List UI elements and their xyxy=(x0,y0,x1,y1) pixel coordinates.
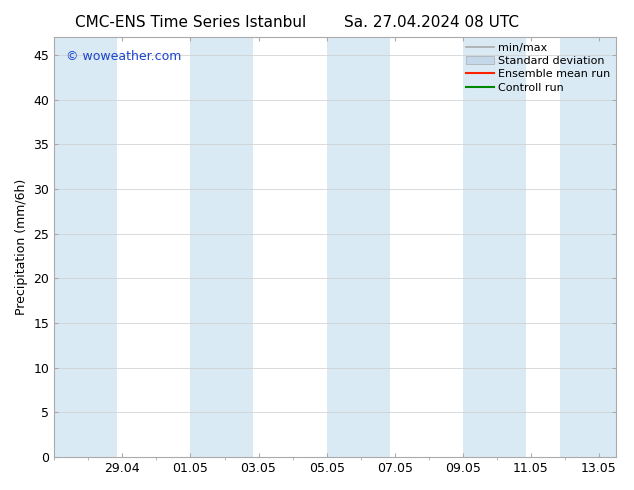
Bar xyxy=(190,37,254,457)
Bar xyxy=(327,37,390,457)
Y-axis label: Precipitation (mm/6h): Precipitation (mm/6h) xyxy=(15,179,28,315)
Text: CMC-ENS Time Series Istanbul: CMC-ENS Time Series Istanbul xyxy=(75,15,306,30)
Legend: min/max, Standard deviation, Ensemble mean run, Controll run: min/max, Standard deviation, Ensemble me… xyxy=(466,43,611,93)
Text: © woweather.com: © woweather.com xyxy=(65,49,181,63)
Text: Sa. 27.04.2024 08 UTC: Sa. 27.04.2024 08 UTC xyxy=(344,15,519,30)
Bar xyxy=(560,37,616,457)
Bar xyxy=(55,37,117,457)
Bar xyxy=(463,37,526,457)
